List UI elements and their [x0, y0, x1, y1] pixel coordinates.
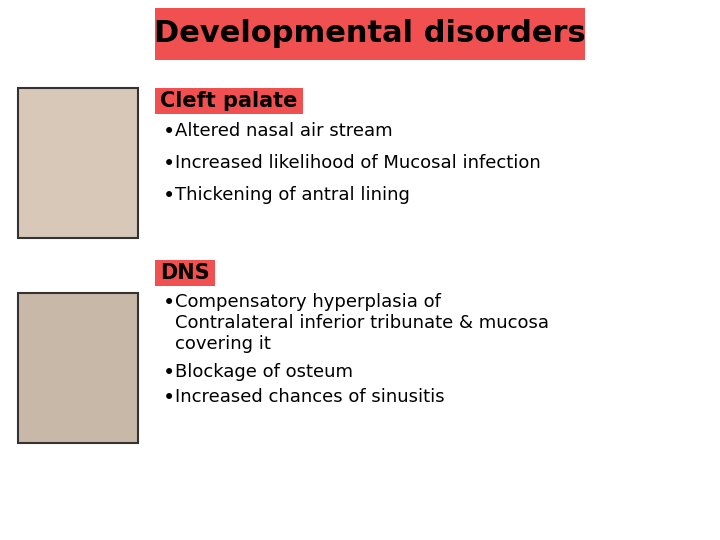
FancyBboxPatch shape: [18, 88, 138, 238]
Text: Thickening of antral lining: Thickening of antral lining: [175, 186, 410, 204]
Text: Increased chances of sinusitis: Increased chances of sinusitis: [175, 388, 445, 406]
FancyBboxPatch shape: [18, 293, 138, 443]
FancyBboxPatch shape: [155, 260, 215, 286]
Text: •: •: [163, 363, 175, 383]
Text: Compensatory hyperplasia of
Contralateral inferior tribunate & mucosa
covering i: Compensatory hyperplasia of Contralatera…: [175, 293, 549, 353]
Text: Increased likelihood of Mucosal infection: Increased likelihood of Mucosal infectio…: [175, 154, 541, 172]
Text: Blockage of osteum: Blockage of osteum: [175, 363, 353, 381]
FancyBboxPatch shape: [155, 88, 303, 114]
Text: Developmental disorders: Developmental disorders: [154, 19, 586, 49]
Text: Altered nasal air stream: Altered nasal air stream: [175, 122, 392, 140]
FancyBboxPatch shape: [155, 8, 585, 60]
Text: Cleft palate: Cleft palate: [160, 91, 297, 111]
Text: •: •: [163, 154, 175, 174]
Text: •: •: [163, 186, 175, 206]
Text: DNS: DNS: [160, 263, 210, 283]
Text: •: •: [163, 388, 175, 408]
Text: •: •: [163, 293, 175, 313]
Text: •: •: [163, 122, 175, 142]
